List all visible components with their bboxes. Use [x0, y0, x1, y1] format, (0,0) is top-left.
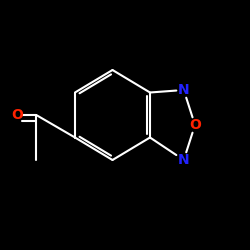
Text: O: O [12, 108, 24, 122]
Text: O: O [189, 118, 201, 132]
Text: N: N [178, 153, 190, 167]
Text: N: N [178, 83, 190, 97]
